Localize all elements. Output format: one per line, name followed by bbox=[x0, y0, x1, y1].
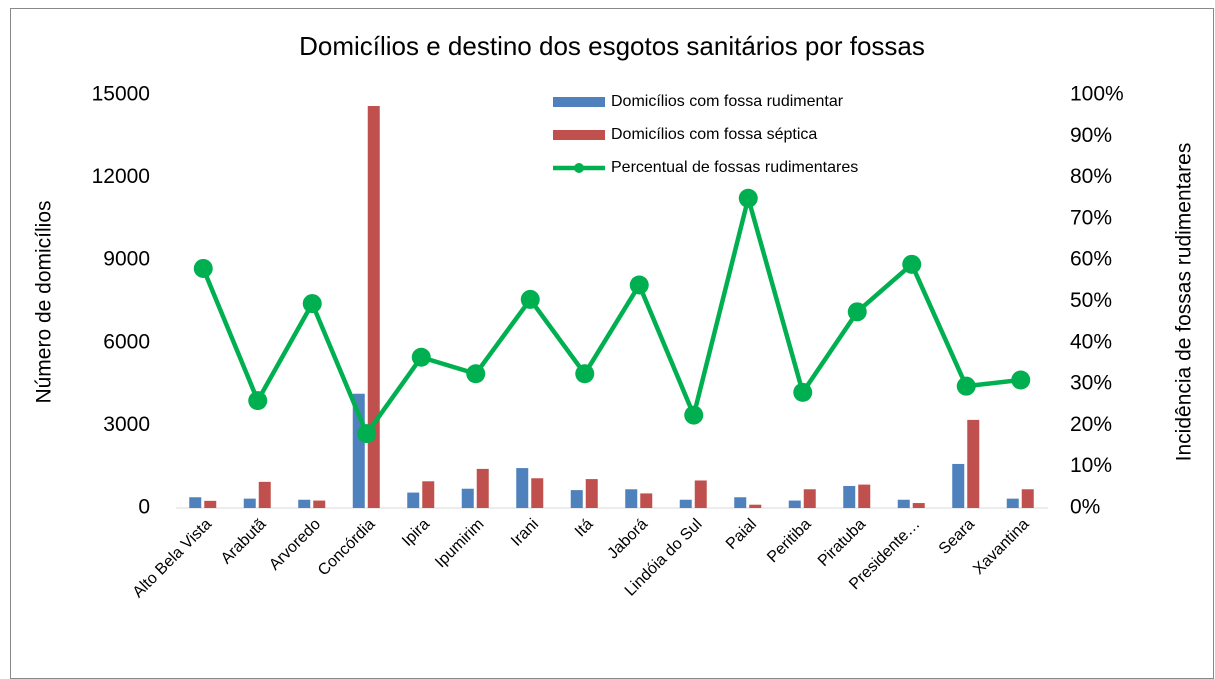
y2-tick-label: 20% bbox=[1070, 413, 1112, 436]
line-point bbox=[1011, 370, 1031, 390]
y-tick-label: 3000 bbox=[103, 413, 150, 436]
bar bbox=[258, 481, 271, 508]
line-point bbox=[575, 364, 595, 384]
line-point bbox=[956, 376, 976, 396]
legend-swatch bbox=[574, 163, 584, 173]
y2-tick-label: 70% bbox=[1070, 206, 1112, 229]
y-tick-label: 15000 bbox=[92, 83, 150, 106]
bar bbox=[952, 463, 965, 508]
bar bbox=[803, 489, 816, 508]
line-point bbox=[684, 405, 704, 425]
y2-tick-label: 40% bbox=[1070, 330, 1112, 353]
bar bbox=[967, 419, 980, 508]
bar bbox=[1021, 489, 1034, 508]
bar bbox=[298, 499, 311, 508]
line-point bbox=[193, 258, 213, 278]
bar bbox=[422, 481, 435, 508]
y-tick-label: 0 bbox=[138, 496, 150, 519]
bar bbox=[843, 485, 856, 508]
y2-tick-label: 50% bbox=[1070, 289, 1112, 312]
y2-tick-label: 60% bbox=[1070, 248, 1112, 271]
bar bbox=[858, 484, 871, 508]
chart-frame bbox=[10, 8, 1214, 679]
legend-label: Domicílios com fossa rudimentar bbox=[611, 93, 844, 110]
bar bbox=[912, 503, 925, 508]
y2-axis-title: Incidência de fossas rudimentares bbox=[1173, 143, 1196, 462]
legend-swatch bbox=[553, 130, 605, 140]
bar bbox=[570, 490, 583, 508]
bar bbox=[734, 497, 747, 508]
y2-tick-label: 30% bbox=[1070, 372, 1112, 395]
legend-label: Percentual de fossas rudimentares bbox=[611, 159, 858, 176]
line-point bbox=[520, 289, 540, 309]
bar bbox=[625, 489, 638, 508]
bar bbox=[585, 479, 598, 508]
line-point bbox=[357, 424, 377, 444]
y2-tick-label: 90% bbox=[1070, 124, 1112, 147]
y-tick-label: 9000 bbox=[103, 248, 150, 271]
y2-tick-label: 100% bbox=[1070, 83, 1124, 106]
bar bbox=[531, 478, 544, 508]
line-point bbox=[793, 382, 813, 402]
bar bbox=[897, 499, 910, 508]
line-point bbox=[302, 294, 322, 314]
bar bbox=[313, 500, 326, 508]
line-point bbox=[847, 302, 867, 322]
line-point bbox=[248, 391, 268, 411]
bar bbox=[189, 497, 202, 508]
y2-tick-label: 10% bbox=[1070, 454, 1112, 477]
line-point bbox=[629, 275, 649, 295]
line-point bbox=[902, 254, 922, 274]
bar bbox=[694, 480, 707, 508]
y-tick-label: 6000 bbox=[103, 330, 150, 353]
line-point bbox=[411, 347, 431, 367]
legend-swatch bbox=[553, 97, 605, 107]
bar bbox=[407, 492, 420, 508]
bar bbox=[749, 504, 762, 508]
bar bbox=[516, 468, 529, 508]
y2-tick-label: 0% bbox=[1070, 496, 1100, 519]
bar bbox=[679, 499, 692, 508]
y-axis-title: Número de domicílios bbox=[33, 200, 56, 403]
y2-tick-label: 80% bbox=[1070, 165, 1112, 188]
bar bbox=[640, 493, 653, 508]
bar bbox=[1006, 498, 1019, 508]
line-point bbox=[738, 188, 758, 208]
chart-title: Domicílios e destino dos esgotos sanitár… bbox=[299, 31, 925, 61]
y-tick-label: 12000 bbox=[92, 165, 150, 188]
bar bbox=[461, 488, 474, 508]
bar bbox=[243, 498, 256, 508]
line bbox=[201, 196, 1022, 436]
bar bbox=[204, 500, 217, 508]
bar bbox=[788, 500, 801, 508]
legend-label: Domicílios com fossa séptica bbox=[611, 126, 817, 143]
line-point bbox=[466, 364, 486, 384]
bar bbox=[367, 106, 380, 508]
bar bbox=[476, 468, 489, 508]
